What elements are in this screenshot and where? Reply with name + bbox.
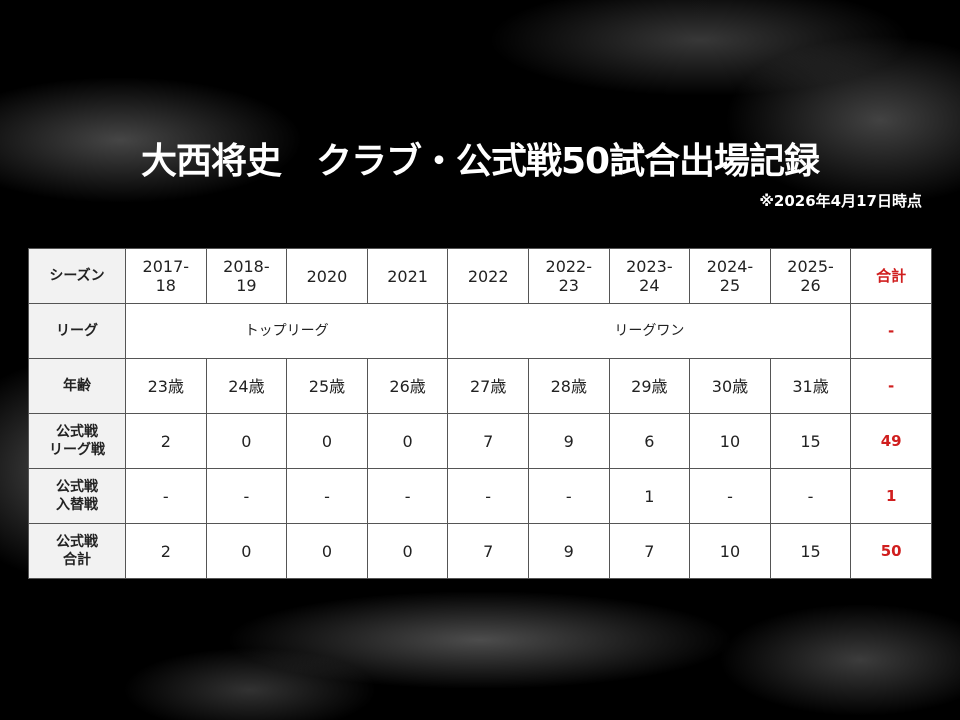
page-title: 大西将史 クラブ・公式戦50試合出場記録 (140, 141, 820, 182)
value-cell: - (769, 468, 852, 524)
value-cell: 10 (689, 523, 771, 579)
league-cell: リーグワン (447, 303, 852, 359)
row-total: 50 (850, 523, 932, 579)
season-cell: 2025- 26 (769, 248, 852, 304)
season-cell: 2021 (366, 248, 449, 304)
value-cell: - (689, 468, 771, 524)
age-cell: 30歳 (689, 358, 771, 414)
row-total: 1 (850, 468, 932, 524)
value-cell: 0 (366, 523, 449, 579)
season-header: シーズン (28, 248, 126, 304)
value-cell: 0 (286, 413, 368, 469)
value-cell: 0 (205, 523, 288, 579)
row-header: 公式戦 リーグ戦 (28, 413, 126, 469)
age-cell: 29歳 (608, 358, 691, 414)
season-cell: 2017- 18 (125, 248, 207, 304)
age-cell: 28歳 (527, 358, 610, 414)
value-cell: 7 (447, 413, 529, 469)
row-header: 公式戦 合計 (28, 523, 126, 579)
header-row: シーズン 2017- 18 2018- 19 2020 2021 2022 2022- 23 202… (28, 248, 932, 304)
age-header: 年齢 (28, 358, 126, 414)
season-cell: 2023- 24 (608, 248, 691, 304)
value-cell: - (447, 468, 529, 524)
league-total: - (850, 303, 932, 359)
table-row: 公式戦 入替戦 - - - - - -1- -1 (28, 468, 932, 524)
value-cell: - (366, 468, 449, 524)
row-header: 公式戦 入替戦 (28, 468, 126, 524)
row-total: 49 (850, 413, 932, 469)
table-row: 公式戦 リーグ戦 2 0 0 0 7 9 6 10 15 49 (28, 413, 932, 469)
age-cell: 25歳 (286, 358, 368, 414)
season-cell: 2018- 19 (205, 248, 288, 304)
age-cell: 24歳 (205, 358, 288, 414)
value-cell: 0 (205, 413, 288, 469)
season-cell: 2022 (447, 248, 529, 304)
value-cell: 2 (125, 413, 207, 469)
value-cell: 2 (125, 523, 207, 579)
table-row: 公式戦 合計 2 0 0 0 7 9 7 10 15 50 (28, 523, 932, 579)
age-cell: 31歳 (769, 358, 852, 414)
age-total: - (850, 358, 932, 414)
value-cell: 10 (689, 413, 771, 469)
age-cell: 26歳 (366, 358, 449, 414)
age-cell: 23歳 (125, 358, 207, 414)
league-header: リーグ (28, 303, 126, 359)
value-cell: 9 (527, 413, 610, 469)
age-row: 年齢 23歳 24歳 25歳 26歳 27歳 28歳 29歳 30歳 31歳 - (28, 358, 932, 414)
value-cell: 0 (286, 523, 368, 579)
season-cell: 2020 (286, 248, 368, 304)
value-cell: 6 (608, 413, 691, 469)
value-cell: 9 (527, 523, 610, 579)
value-cell: - (125, 468, 207, 524)
age-cell: 27歳 (447, 358, 529, 414)
value-cell: - (527, 468, 610, 524)
value-cell: 15 (769, 413, 852, 469)
value-cell: 0 (366, 413, 449, 469)
value-cell: - (286, 468, 368, 524)
value-cell: - (205, 468, 288, 524)
value-cell: 7 (608, 523, 691, 579)
league-cell: トップリーグ (124, 303, 449, 359)
season-cell: 2024- 25 (689, 248, 771, 304)
as-of-note: ※2026年4月17日時点 (759, 192, 922, 210)
value-cell: 15 (769, 523, 852, 579)
total-header: 合計 (850, 248, 932, 304)
league-row: リーグ トップリーグ リーグワン - (28, 303, 932, 359)
value-cell: 1 (608, 468, 691, 524)
value-cell: 7 (447, 523, 529, 579)
season-cell: 2022- 23 (527, 248, 610, 304)
record-table: シーズン 2017- 18 2018- 19 2020 2021 2022 2022- 23 202… (28, 248, 932, 579)
